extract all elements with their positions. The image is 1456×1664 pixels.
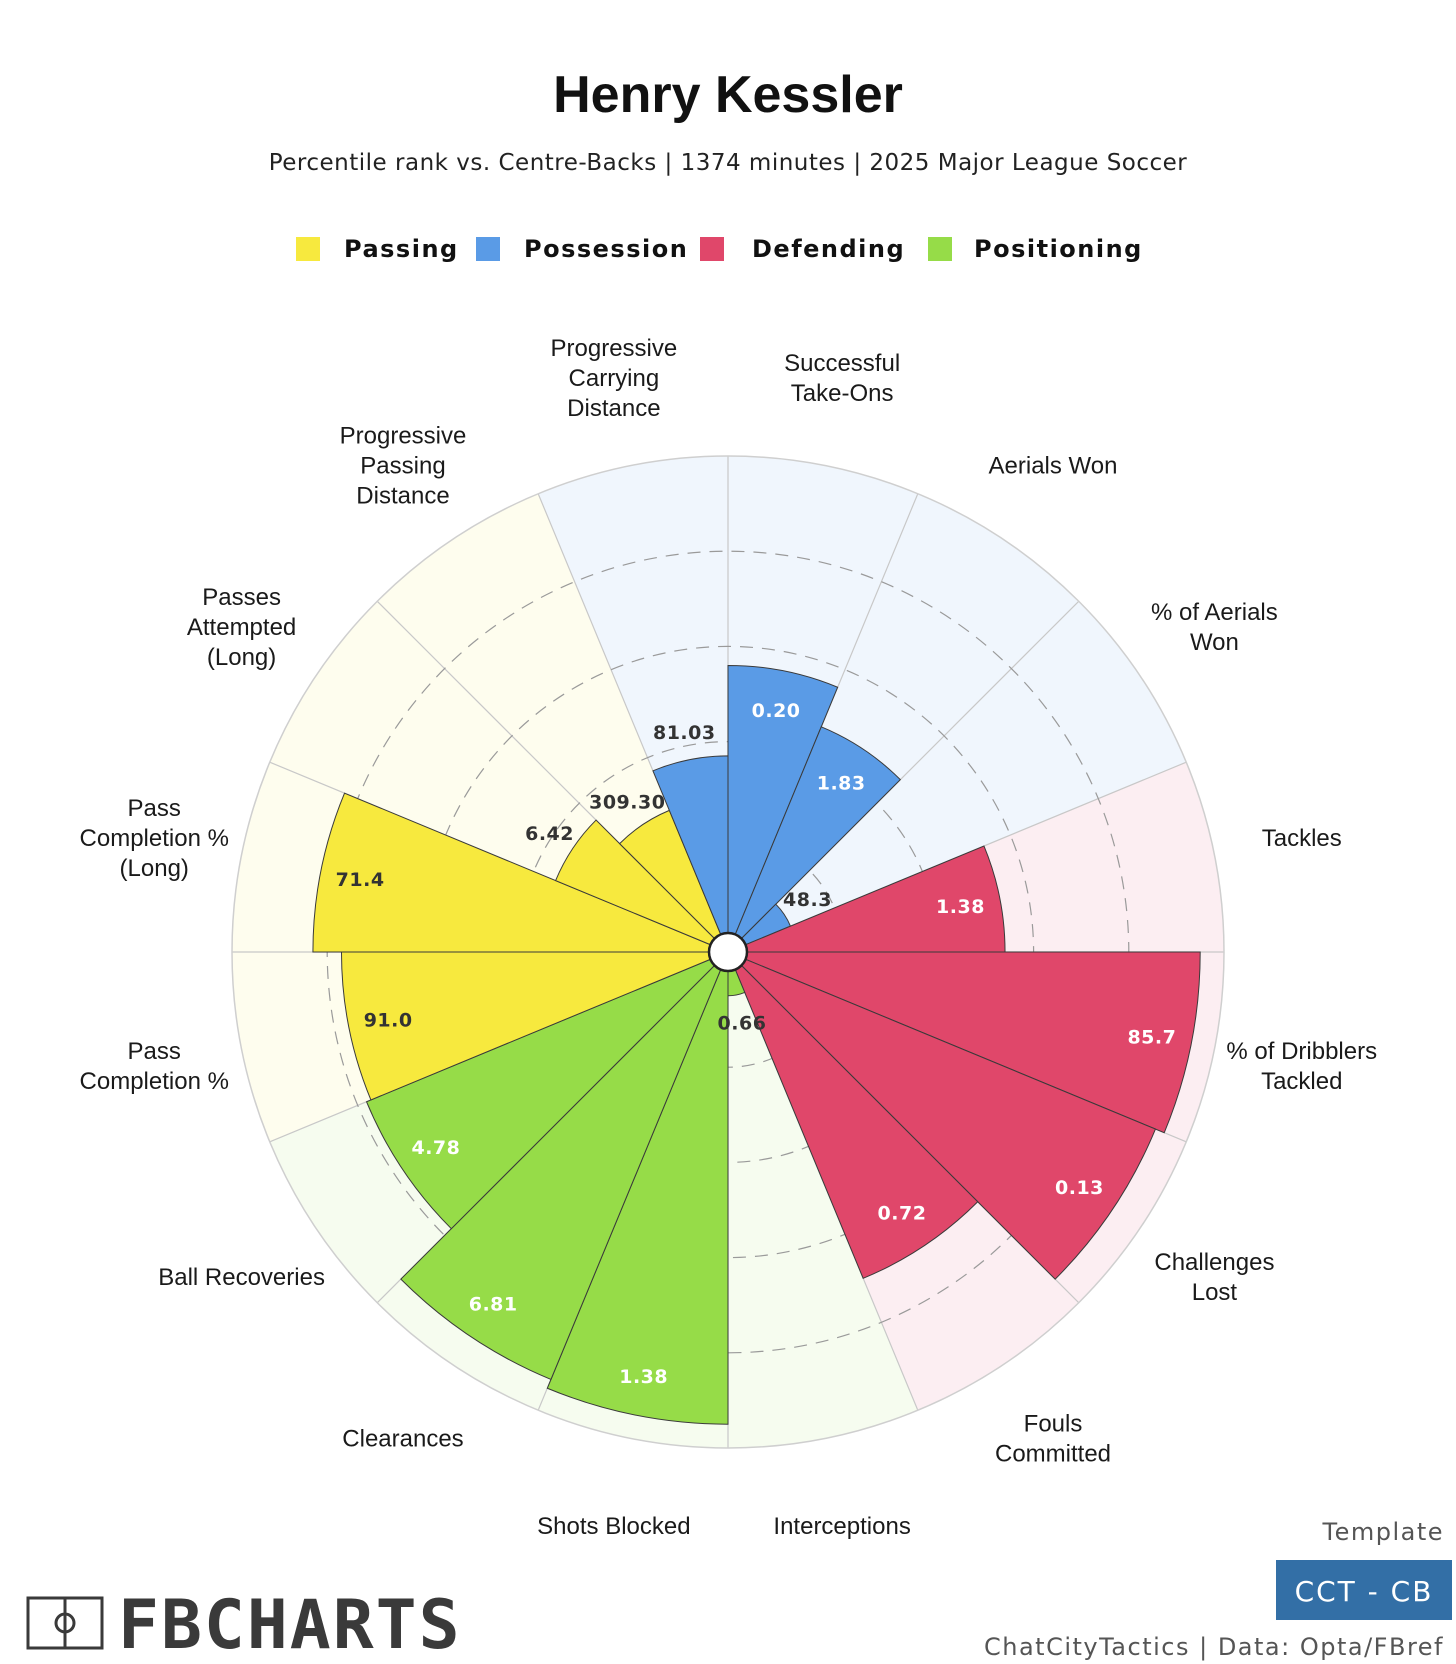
metric-label-passes-attempted-long: Passes Attempted (Long) <box>187 584 296 671</box>
value-label-successful-take-ons: 0.20 <box>752 700 801 722</box>
metric-label-progressive-carrying-distance: Progressive Carrying Distance <box>551 335 678 422</box>
chart-subtitle: Percentile rank vs. Centre-Backs | 1374 … <box>269 150 1188 176</box>
legend-label-possession: Possession <box>524 235 688 263</box>
value-label-progressive-carrying-distance: 81.03 <box>653 722 716 744</box>
center-hub <box>707 931 749 973</box>
metric-label-pass-completion: Pass Completion % <box>80 1038 229 1095</box>
metric-label-ball-recoveries: Ball Recoveries <box>158 1264 325 1291</box>
legend-label-passing: Passing <box>344 235 459 263</box>
bar-pass-completion <box>340 951 729 1101</box>
bar-fouls-committed <box>727 951 979 1279</box>
bar-successful-take-ons <box>727 664 839 953</box>
value-label-aerials-won: 1.83 <box>817 773 866 795</box>
template-label: Template <box>1321 1518 1444 1546</box>
bar-clearances <box>400 951 729 1381</box>
outer-ring <box>231 455 1225 1449</box>
background-wedge-of-aerials-won <box>728 601 1187 952</box>
bar-pass-completion-long <box>312 792 729 953</box>
value-label-of-aerials-won: 48.3 <box>783 889 832 911</box>
pitch-centre-circle <box>54 1612 76 1634</box>
legend-swatch-positioning <box>928 237 952 261</box>
metric-labels: Successful Take-Ons Aerials Won % of Aerial… <box>80 335 1378 1540</box>
value-label-interceptions: 0.66 <box>718 1012 767 1034</box>
metric-label-challenges-lost: Challenges Lost <box>1154 1249 1274 1306</box>
brand-wordmark: FBCHARTS <box>118 1586 462 1664</box>
bar-ball-recoveries <box>365 951 729 1230</box>
bar-challenges-lost <box>727 951 1157 1280</box>
legend-swatch-possession <box>476 237 500 261</box>
fbcharts-logo: FBCHARTS <box>26 1586 462 1664</box>
metric-label-fouls-committed: Fouls Committed <box>995 1410 1111 1467</box>
metric-label-shots-blocked: Shots Blocked <box>537 1513 690 1540</box>
value-label-progressive-passing-distance: 309.30 <box>589 791 665 813</box>
bar-progressive-carrying-distance <box>652 755 729 953</box>
value-labels: 0.20 1.83 48.3 1.38 85.7 0.13 0.72 0.66 1.38 6.81… <box>336 700 1176 1388</box>
value-label-ball-recoveries: 4.78 <box>411 1137 460 1159</box>
value-label-pass-completion-long: 71.4 <box>336 869 385 891</box>
value-label-clearances: 6.81 <box>469 1293 518 1315</box>
template-badge-bg <box>1276 1560 1452 1620</box>
metric-label-interceptions: Interceptions <box>773 1513 910 1540</box>
value-label-tackles: 1.38 <box>936 896 985 918</box>
metric-label-of-dribblers-tackled: % of Dribblers Tackled <box>1226 1038 1377 1095</box>
chart-title: Henry Kessler <box>553 66 903 124</box>
bar-aerials-won <box>727 726 902 953</box>
metric-label-clearances: Clearances <box>342 1425 463 1452</box>
legend-swatch-passing <box>296 237 320 261</box>
value-label-pass-completion: 91.0 <box>364 1010 413 1032</box>
background-wedge-interceptions <box>728 952 918 1448</box>
value-label-of-dribblers-tackled: 85.7 <box>1127 1026 1176 1048</box>
bar-passes-attempted-long <box>554 819 729 953</box>
bar-shots-blocked <box>546 951 729 1425</box>
metric-label-successful-take-ons: Successful Take-Ons <box>784 350 900 407</box>
value-label-shots-blocked: 1.38 <box>619 1366 668 1388</box>
metric-label-of-aerials-won: % of Aerials Won <box>1151 599 1278 656</box>
metric-label-pass-completion-long: Pass Completion % (Long) <box>80 795 229 882</box>
legend-label-defending: Defending <box>752 235 905 263</box>
legend-swatch-defending <box>700 237 724 261</box>
metric-label-progressive-passing-distance: Progressive Passing Distance <box>340 423 467 510</box>
template-badge: CCT - CB <box>1295 1575 1434 1608</box>
value-label-passes-attempted-long: 6.42 <box>525 823 574 845</box>
data-credits: ChatCityTactics | Data: Opta/FBref <box>984 1633 1444 1661</box>
bar-of-dribblers-tackled <box>727 951 1201 1134</box>
metric-label-tackles: Tackles <box>1262 825 1342 852</box>
value-label-fouls-committed: 0.72 <box>878 1202 927 1224</box>
value-label-challenges-lost: 0.13 <box>1055 1177 1104 1199</box>
metric-label-aerials-won: Aerials Won <box>989 453 1118 480</box>
legend: Passing Possession Defending Positioning <box>296 235 1143 263</box>
percentile-bars <box>312 664 1201 1425</box>
legend-label-positioning: Positioning <box>974 235 1143 263</box>
